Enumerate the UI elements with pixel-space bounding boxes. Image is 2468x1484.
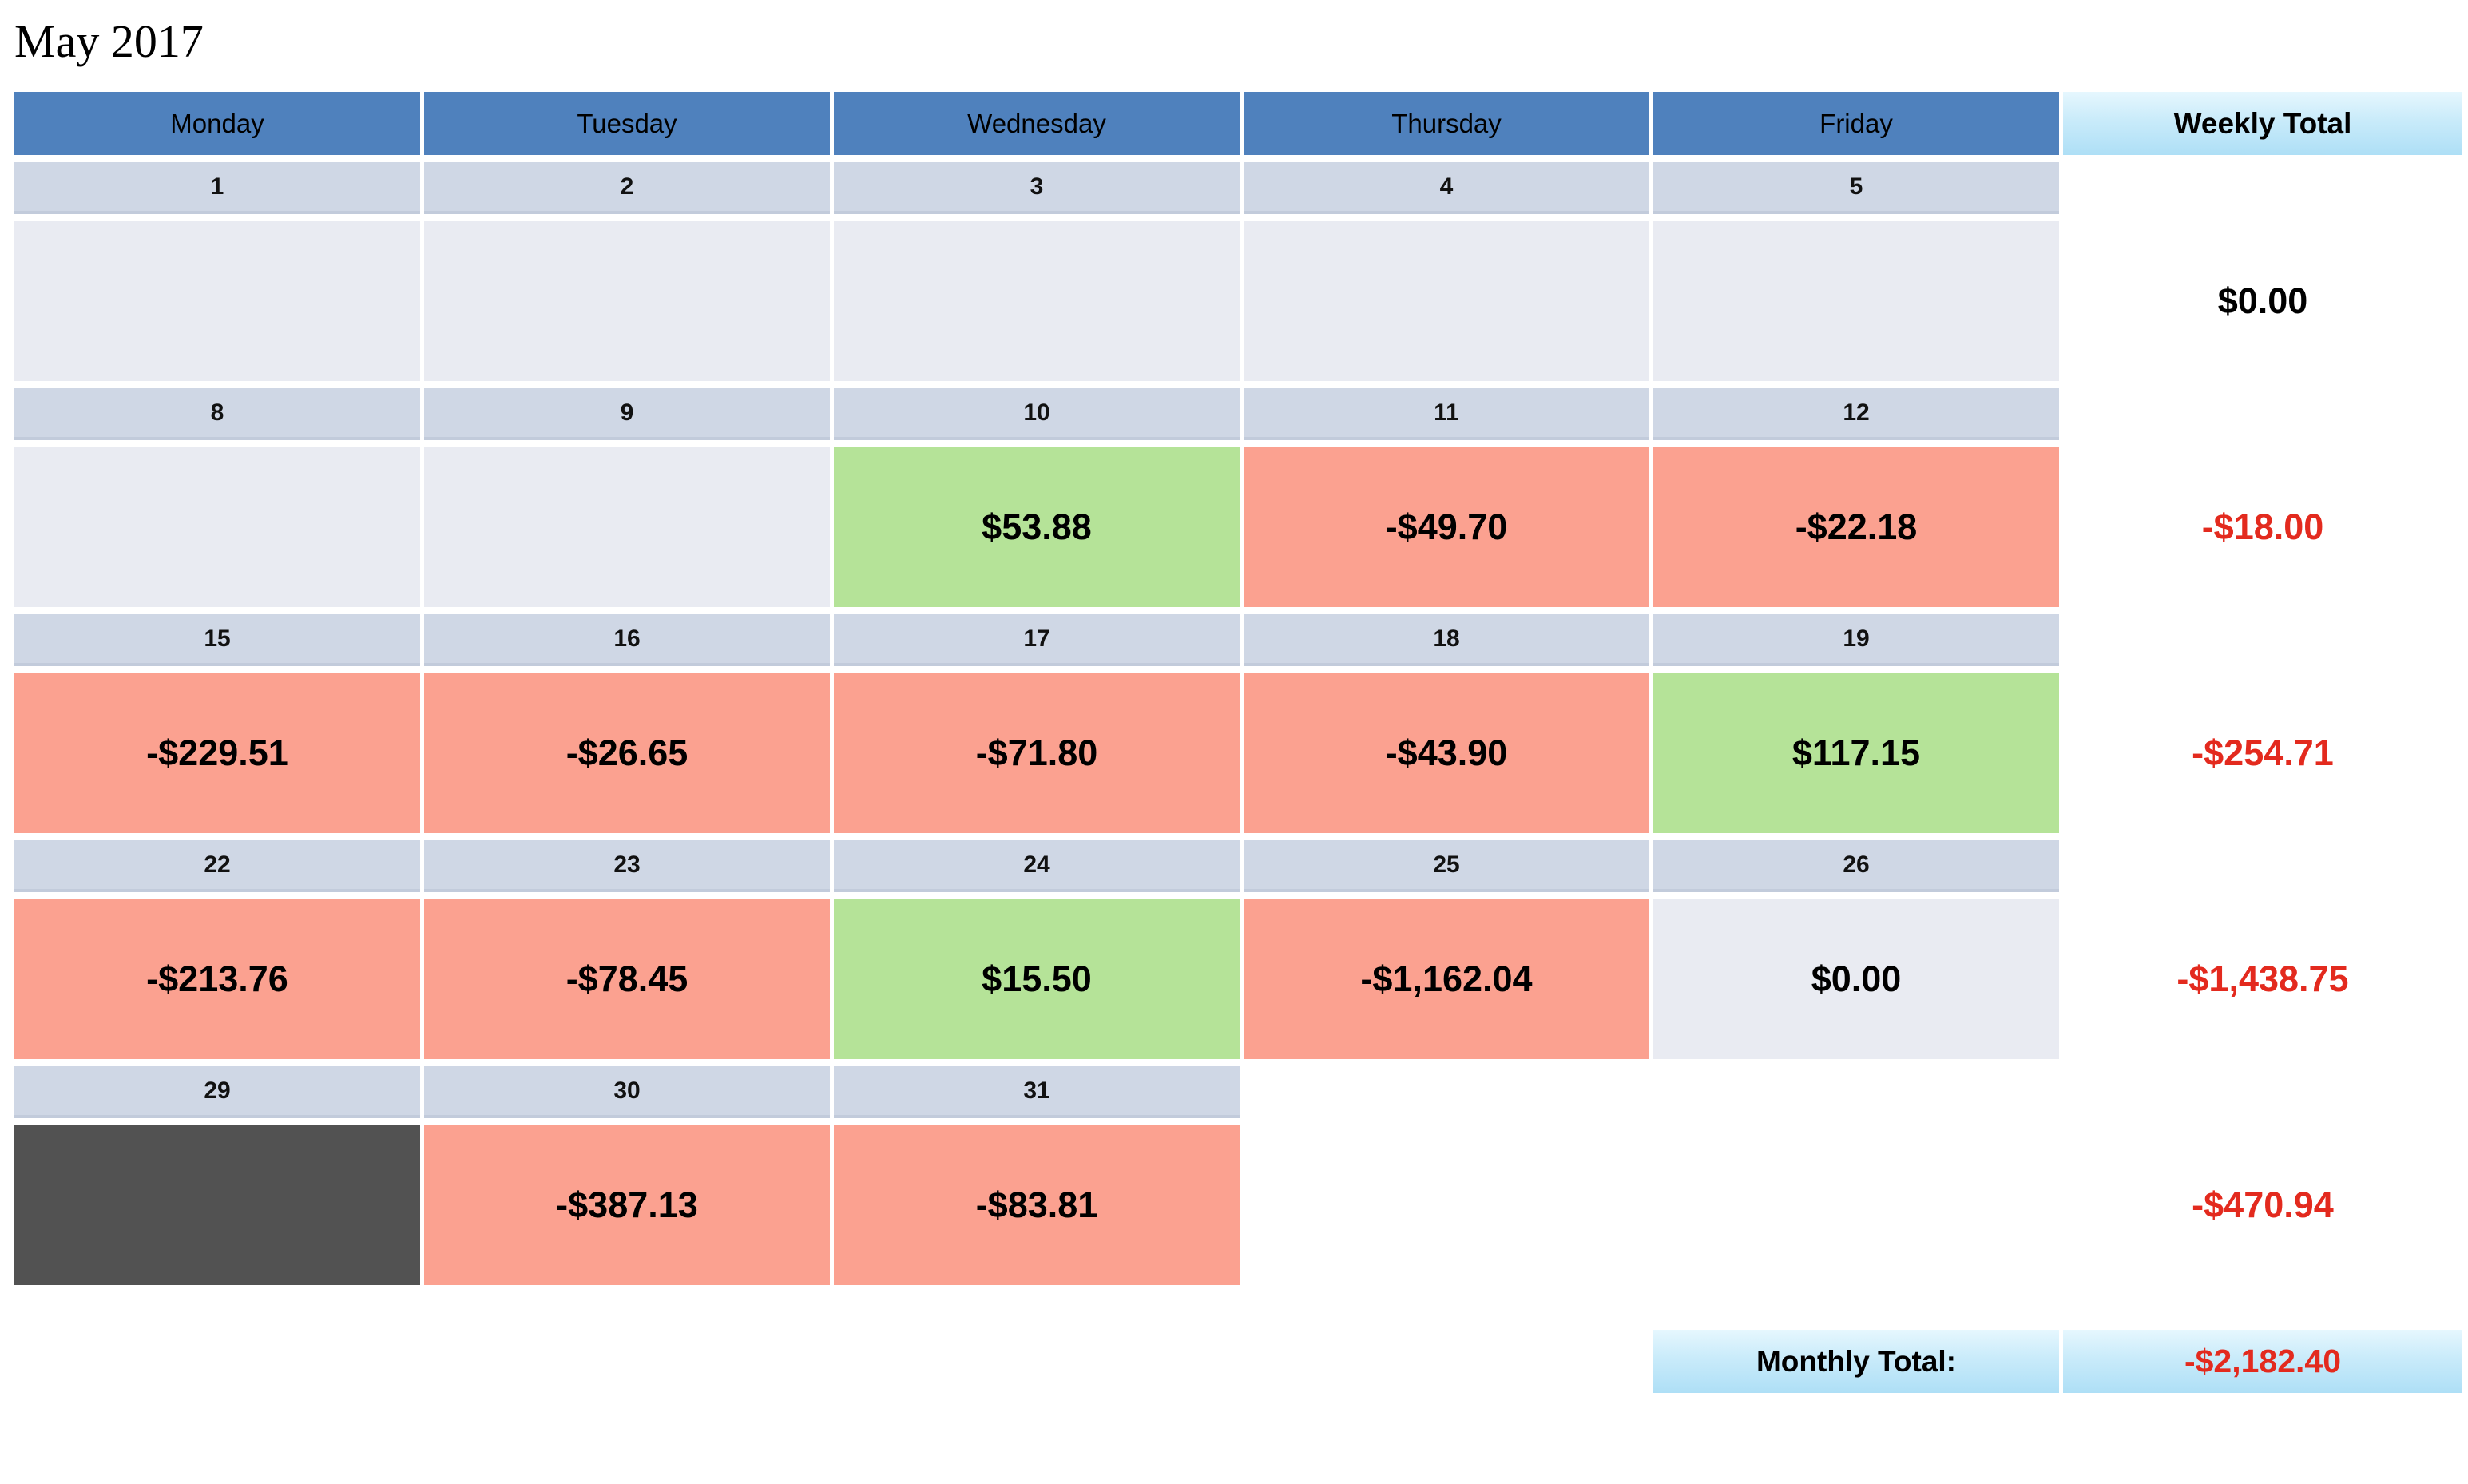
date-cell: 1 [14, 162, 420, 214]
day-value-cell: -$83.81 [834, 1125, 1240, 1285]
day-value-cell: -$229.51 [14, 673, 420, 833]
weekly-total-spacer [2063, 840, 2462, 892]
day-value-cell [1653, 1125, 2059, 1285]
day-value-cell: -$1,162.04 [1244, 899, 1649, 1059]
date-cell: 9 [424, 388, 830, 440]
day-value-cell [1244, 1125, 1649, 1285]
day-value-cell: $117.15 [1653, 673, 2059, 833]
day-value-cell: $15.50 [834, 899, 1240, 1059]
date-cell: 29 [14, 1066, 420, 1118]
weekly-total-value: $0.00 [2217, 280, 2308, 321]
day-value-cell [1244, 221, 1649, 381]
date-cell: 12 [1653, 388, 2059, 440]
monthly-total-value: -$2,182.40 [2063, 1330, 2462, 1393]
date-cell: 4 [1244, 162, 1649, 214]
day-value-cell: $53.88 [834, 447, 1240, 607]
day-value-cell: -$43.90 [1244, 673, 1649, 833]
date-cell: 10 [834, 388, 1240, 440]
date-cell [1244, 1066, 1649, 1118]
date-cell: 16 [424, 614, 830, 666]
date-cell: 17 [834, 614, 1240, 666]
monthly-total-label: Monthly Total: [1653, 1330, 2059, 1393]
day-header-wednesday: Wednesday [834, 92, 1240, 155]
day-value-cell: -$213.76 [14, 899, 420, 1059]
date-cell [1653, 1066, 2059, 1118]
day-value-cell: -$387.13 [424, 1125, 830, 1285]
date-cell: 3 [834, 162, 1240, 214]
weekly-total-value: -$470.94 [2192, 1184, 2334, 1225]
date-cell: 25 [1244, 840, 1649, 892]
weekly-total-header: Weekly Total [2063, 92, 2462, 155]
date-cell: 24 [834, 840, 1240, 892]
weekly-total-spacer [2063, 162, 2462, 214]
day-value-cell: $0.00 [1653, 899, 2059, 1059]
date-cell: 31 [834, 1066, 1240, 1118]
date-cell: 22 [14, 840, 420, 892]
day-value-cell [424, 221, 830, 381]
day-value-cell: -$49.70 [1244, 447, 1649, 607]
day-value-cell: -$26.65 [424, 673, 830, 833]
date-cell: 19 [1653, 614, 2059, 666]
date-cell: 2 [424, 162, 830, 214]
date-cell: 23 [424, 840, 830, 892]
date-cell: 15 [14, 614, 420, 666]
weekly-total-spacer [2063, 614, 2462, 666]
month-title: May 2017 [14, 15, 204, 67]
day-value-cell: -$78.45 [424, 899, 830, 1059]
day-header-thursday: Thursday [1244, 92, 1649, 155]
weekly-total-value: -$1,438.75 [2176, 958, 2349, 999]
day-value-cell [1653, 221, 2059, 381]
weekly-total-value: -$18.00 [2201, 506, 2324, 547]
day-header-monday: Monday [14, 92, 420, 155]
weekly-total-value: -$254.71 [2192, 732, 2334, 773]
date-cell: 11 [1244, 388, 1649, 440]
day-header-tuesday: Tuesday [424, 92, 830, 155]
day-value-cell: -$22.18 [1653, 447, 2059, 607]
date-cell: 8 [14, 388, 420, 440]
weekly-total-spacer [2063, 388, 2462, 440]
date-cell: 30 [424, 1066, 830, 1118]
day-header-friday: Friday [1653, 92, 2059, 155]
date-cell: 18 [1244, 614, 1649, 666]
calendar-grid: Monday Tuesday Wednesday Thursday Friday… [14, 92, 2468, 1393]
holiday-cell [14, 1125, 420, 1285]
weekly-total-spacer [2063, 1066, 2462, 1118]
date-cell: 26 [1653, 840, 2059, 892]
day-value-cell: -$71.80 [834, 673, 1240, 833]
day-value-cell [14, 221, 420, 381]
day-value-cell [834, 221, 1240, 381]
day-value-cell [424, 447, 830, 607]
day-value-cell [14, 447, 420, 607]
date-cell: 5 [1653, 162, 2059, 214]
